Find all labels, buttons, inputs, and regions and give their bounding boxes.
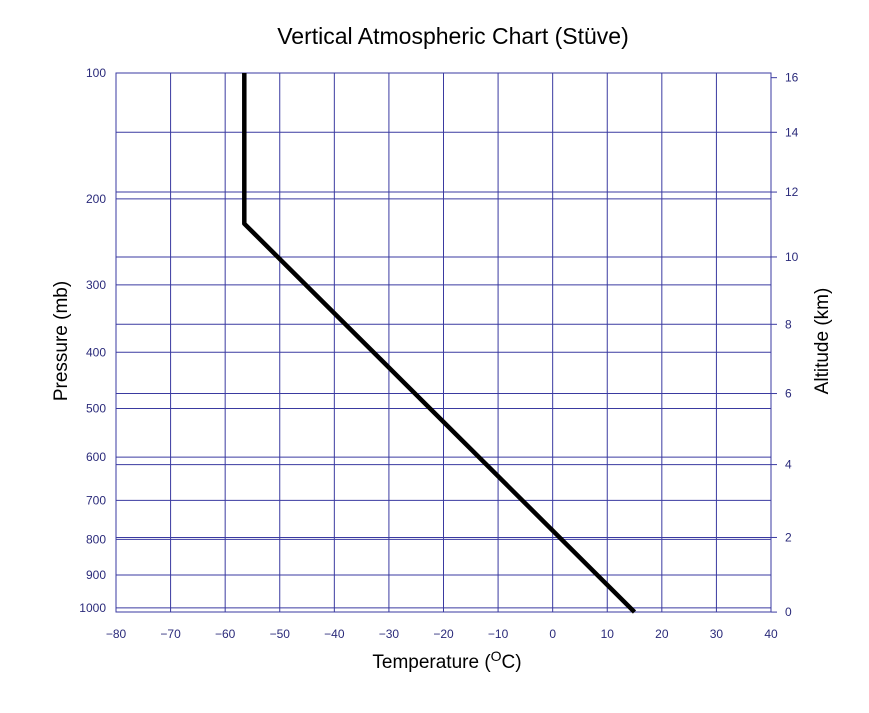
temperature-tick-label: −60: [215, 627, 236, 641]
altitude-tick-label: 10: [785, 250, 799, 264]
profile-series: [242, 73, 637, 614]
altitude-tick-label: 4: [785, 458, 792, 472]
temperature-tick-label: −30: [379, 627, 400, 641]
pressure-tick-label: 300: [86, 278, 106, 292]
tick-labels: −80 −70 −60 −50 −40 −30 −20 −10 0 10 20 30 401002003…: [79, 66, 798, 641]
temperature-tick-label: −40: [324, 627, 345, 641]
temperature-tick-label: 40: [764, 627, 778, 641]
pressure-tick-label: 600: [86, 450, 106, 464]
altitude-tick-label: 16: [785, 71, 799, 85]
temperature-tick-label: −80: [106, 627, 127, 641]
altitude-tick-label: 0: [785, 605, 792, 619]
pressure-tick-label: 1000: [79, 601, 106, 615]
temperature-profile-line: [242, 73, 637, 614]
grid-lines: [115, 72, 777, 613]
y-axis-label-right: Altitude (km): [812, 288, 833, 395]
temperature-tick-label: 30: [710, 627, 724, 641]
pressure-tick-label: 100: [86, 66, 106, 80]
altitude-tick-label: 14: [785, 125, 799, 139]
y-axis-label-left: Pressure (mb): [51, 281, 72, 401]
altitude-tick-label: 2: [785, 530, 792, 544]
pressure-tick-label: 700: [86, 493, 106, 507]
pressure-tick-label: 400: [86, 345, 106, 359]
temperature-tick-label: −20: [433, 627, 454, 641]
temperature-tick-label: 10: [601, 627, 615, 641]
x-axis-label: Temperature (OC): [372, 648, 521, 673]
pressure-tick-label: 500: [86, 401, 106, 415]
temperature-tick-label: 0: [549, 627, 556, 641]
pressure-tick-label: 800: [86, 532, 106, 546]
temperature-tick-label: −70: [160, 627, 181, 641]
altitude-tick-label: 6: [785, 387, 792, 401]
altitude-tick-label: 8: [785, 317, 792, 331]
chart-title: Vertical Atmospheric Chart (Stüve): [277, 23, 629, 49]
x-axis-label-tail: C): [502, 652, 522, 673]
temperature-tick-label: 20: [655, 627, 669, 641]
temperature-tick-label: −50: [270, 627, 291, 641]
x-axis-label-superscript: O: [491, 648, 502, 664]
temperature-tick-label: −10: [488, 627, 509, 641]
x-axis-label-main: Temperature (: [372, 652, 491, 673]
altitude-tick-label: 12: [785, 185, 799, 199]
pressure-tick-label: 200: [86, 192, 106, 206]
pressure-tick-label: 900: [86, 568, 106, 582]
